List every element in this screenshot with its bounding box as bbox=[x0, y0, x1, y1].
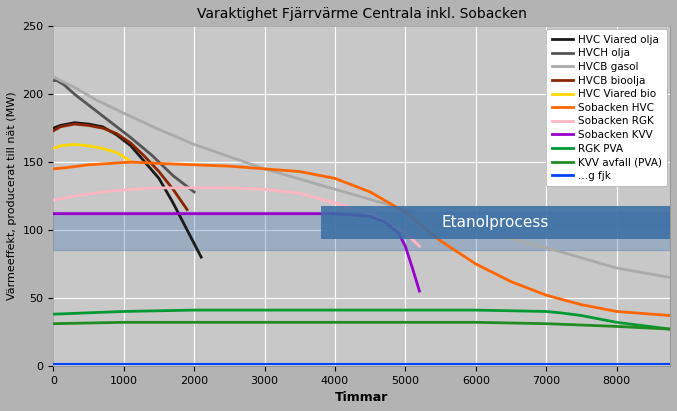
Text: Etanolprocess: Etanolprocess bbox=[442, 215, 549, 230]
Bar bbox=[321, 206, 670, 240]
Y-axis label: Värmeeffekt, producerat till nät (MW): Värmeeffekt, producerat till nät (MW) bbox=[7, 92, 17, 300]
Bar bbox=[53, 212, 670, 250]
Title: Varaktighet Fjärrvärme Centrala inkl. Sobacken: Varaktighet Fjärrvärme Centrala inkl. So… bbox=[197, 7, 527, 21]
X-axis label: Timmar: Timmar bbox=[335, 391, 389, 404]
Legend: HVC Viared olja, HVCH olja, HVCB gasol, HVCB bioolja, HVC Viared bio, Sobacken H: HVC Viared olja, HVCH olja, HVCB gasol, … bbox=[546, 30, 667, 186]
